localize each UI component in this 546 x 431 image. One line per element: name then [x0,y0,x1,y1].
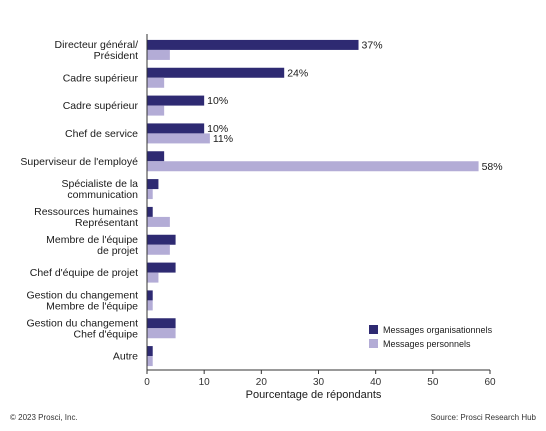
bar-organisationnels-8 [147,262,176,273]
category-label: communication [67,189,138,201]
x-tick-label: 20 [256,377,268,388]
legend-label: Messages personnels [383,339,471,349]
category-label: Chef d'équipe [74,328,139,340]
bar-personnels-10 [147,328,176,339]
bar-personnels-4 [147,161,479,172]
bar-organisationnels-0 [147,39,359,50]
bars-group: 37%24%10%10%11%58% [147,39,503,367]
data-label: 10% [207,123,228,135]
category-label: Gestion du changement [27,289,139,301]
x-tick-label: 0 [144,377,150,388]
category-label: Gestion du changement [27,317,139,329]
bar-personnels-11 [147,356,153,367]
bar-personnels-1 [147,77,165,88]
data-label: 58% [482,161,503,173]
category-label: Spécialiste de la [62,178,139,190]
x-tick-label: 60 [484,377,496,388]
category-label: Chef de service [65,128,138,140]
x-tick-label: 40 [370,377,382,388]
bar-organisationnels-2 [147,95,205,106]
bar-personnels-9 [147,300,153,311]
category-labels: Directeur général/Président Cadre supérie… [20,39,138,363]
bar-organisationnels-1 [147,67,285,78]
copyright-text: © 2023 Prosci, Inc. [10,413,78,422]
bar-organisationnels-6 [147,206,153,217]
x-tick-label: 50 [427,377,439,388]
category-label: Président [94,50,138,62]
category-label: Autre [113,351,138,363]
legend: Messages organisationnels Messages person… [369,325,493,349]
bar-personnels-0 [147,49,170,60]
category-label: Membre de l'équipe [46,300,138,312]
bar-personnels-3 [147,133,210,144]
bar-personnels-5 [147,189,153,200]
data-label: 11% [213,133,233,145]
bar-personnels-8 [147,272,159,283]
legend-label: Messages organisationnels [383,325,493,335]
bar-organisationnels-9 [147,290,153,301]
bar-personnels-2 [147,105,165,116]
data-label: 10% [207,95,228,107]
category-label: Chef d'équipe de projet [30,267,138,279]
x-axis-title: Pourcentage de répondants [246,389,382,401]
x-axis-ticks: 0 10 20 30 40 50 60 [144,370,496,388]
bar-personnels-7 [147,244,170,255]
source-text: Source: Prosci Research Hub [430,413,536,422]
legend-swatch [369,339,378,348]
category-label: de projet [97,245,138,257]
bar-organisationnels-10 [147,318,176,329]
bar-organisationnels-3 [147,123,205,134]
x-tick-label: 30 [313,377,325,388]
category-label: Représentant [75,217,138,229]
category-label: Superviseur de l'employé [20,156,138,168]
category-label: Membre de l'équipe [46,234,138,246]
category-label: Ressources humaines [34,206,138,218]
bar-organisationnels-4 [147,151,165,162]
data-label: 37% [362,39,383,51]
legend-swatch [369,325,378,334]
category-label: Cadre supérieur [63,100,139,112]
category-label: Cadre supérieur [63,72,139,84]
bar-organisationnels-7 [147,234,176,245]
category-label: Directeur général/ [55,39,139,51]
data-label: 24% [287,67,308,79]
bar-organisationnels-5 [147,179,159,190]
bar-organisationnels-11 [147,346,153,357]
x-tick-label: 10 [199,377,211,388]
bar-personnels-6 [147,216,170,227]
